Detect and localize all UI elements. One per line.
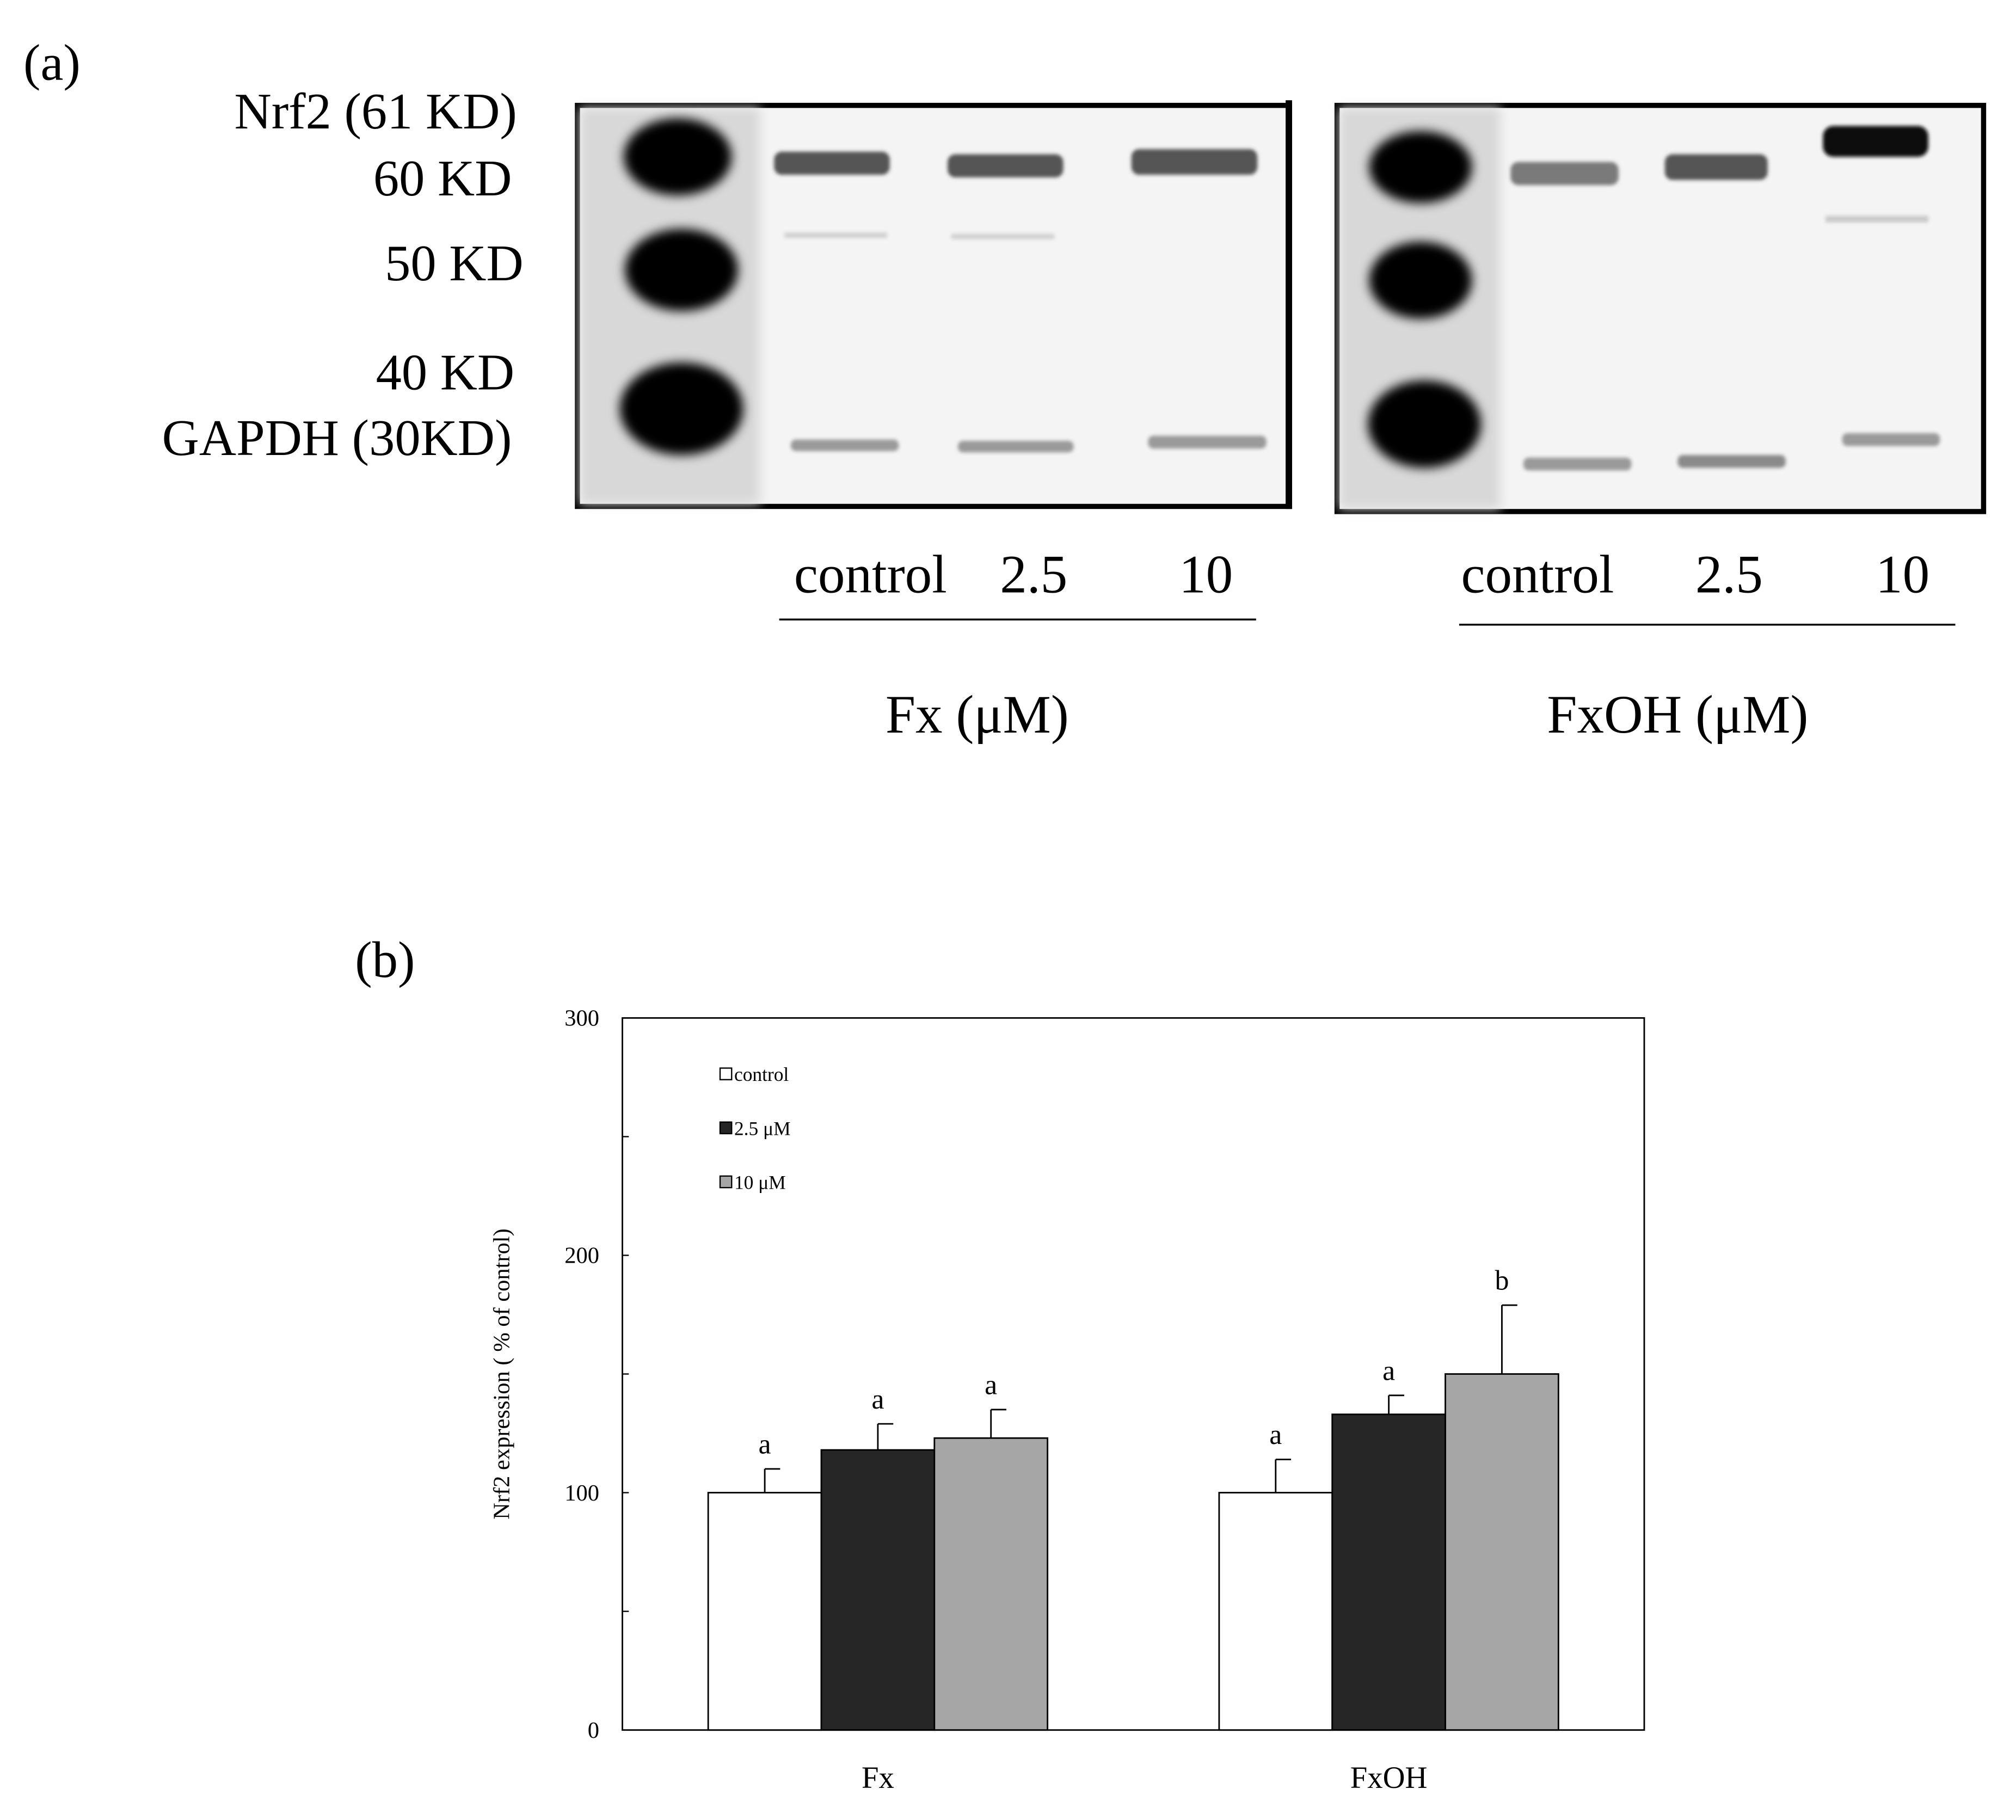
x-tick-label: Fx: [862, 1761, 894, 1795]
significance-letter: b: [1495, 1265, 1509, 1296]
treatment-label: Fx (μM): [886, 685, 1069, 745]
y-axis-label: Nrf2 expression ( % of control): [489, 1228, 515, 1520]
lane-label: control: [794, 545, 947, 605]
y-tick-label: 300: [564, 1006, 599, 1031]
y-tick-label: 0: [588, 1718, 599, 1743]
marker-label: Nrf2 (61 KD): [235, 83, 517, 140]
bar: [1331, 1413, 1446, 1731]
legend-label: control: [734, 1063, 789, 1085]
significance-letter: a: [871, 1384, 884, 1415]
significance-letter: a: [1269, 1419, 1282, 1450]
lane-label: 2.5: [1000, 545, 1067, 605]
legend-swatch: [719, 1067, 733, 1080]
lane-label: 10: [1876, 545, 1929, 605]
bar: [933, 1437, 1049, 1731]
legend-label: 10 μM: [734, 1171, 786, 1193]
significance-letter: a: [1382, 1355, 1395, 1386]
legend-swatch: [719, 1121, 733, 1135]
y-tick-label: 200: [564, 1243, 599, 1269]
bar: [820, 1449, 936, 1731]
bar: [1218, 1492, 1333, 1731]
blot-image: [1334, 102, 1987, 514]
marker-label: GAPDH (30KD): [162, 410, 512, 466]
y-tick-label: 100: [564, 1480, 599, 1506]
legend-swatch: [719, 1175, 733, 1189]
treatment-label: FxOH (μM): [1547, 685, 1808, 745]
lane-label: control: [1461, 545, 1614, 605]
bar: [1445, 1373, 1559, 1731]
panel-label: (b): [355, 932, 415, 988]
bar: [707, 1492, 822, 1731]
panel-label: (a): [23, 34, 81, 91]
significance-letter: a: [759, 1429, 771, 1460]
legend-label: 2.5 μM: [734, 1117, 791, 1139]
marker-label: 50 KD: [385, 235, 524, 292]
plot: 0 100 200 300 Fx a a a FxOH a a b control 2.5 μM 10 μM: [564, 1006, 1559, 1795]
marker-label: 40 KD: [376, 345, 515, 401]
lane-label: 10: [1179, 545, 1233, 605]
significance-letter: a: [985, 1370, 997, 1401]
x-tick-label: FxOH: [1350, 1761, 1428, 1795]
lane-label: 2.5: [1695, 545, 1763, 605]
marker-label: 60 KD: [373, 150, 512, 207]
blot-image: [575, 100, 1292, 509]
